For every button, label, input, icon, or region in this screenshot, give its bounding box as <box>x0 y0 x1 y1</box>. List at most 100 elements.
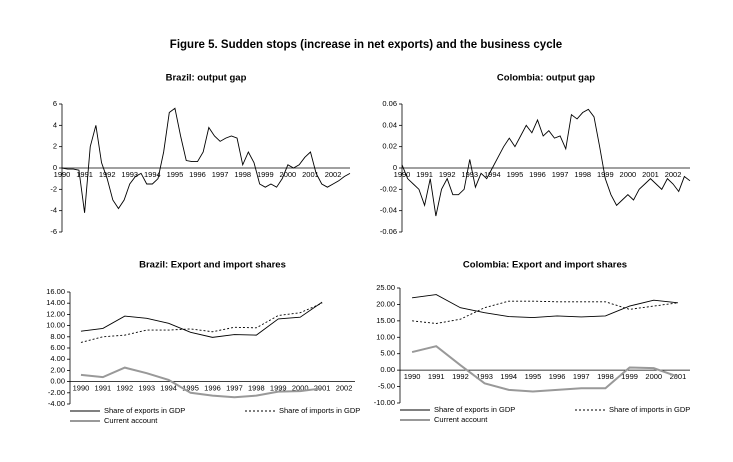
panel-title: Brazil: Export and import shares <box>139 260 286 271</box>
x-tick-label: 1996 <box>204 384 221 393</box>
y-tick-label: -0.04 <box>380 206 397 215</box>
y-tick-label: -2.00 <box>48 388 65 397</box>
x-tick-label: 1996 <box>549 372 566 381</box>
x-tick-label: 1997 <box>212 170 229 179</box>
x-tick-label: 2000 <box>292 384 309 393</box>
y-tick-label: 0.00 <box>380 365 395 374</box>
x-tick-label: 1991 <box>428 372 445 381</box>
x-tick-label: 1995 <box>507 170 524 179</box>
y-tick-label: 4.00 <box>50 354 65 363</box>
y-tick-label: 10.00 <box>46 321 65 330</box>
x-tick-label: 1996 <box>529 170 546 179</box>
legend-label: Share of exports in GDP <box>104 406 185 415</box>
y-tick-label: 0 <box>393 163 397 172</box>
y-tick-label: 0.02 <box>382 142 397 151</box>
x-tick-label: 1992 <box>439 170 456 179</box>
y-tick-label: -4 <box>50 206 57 215</box>
x-tick-label: 1993 <box>121 170 138 179</box>
legend-label: Current account <box>104 416 158 425</box>
x-tick-label: 1992 <box>99 170 116 179</box>
x-tick-label: 1997 <box>573 372 590 381</box>
x-tick-label: 2001 <box>302 170 319 179</box>
x-tick-label: 1994 <box>484 170 501 179</box>
y-tick-label: 6.00 <box>50 343 65 352</box>
y-tick-label: 25.00 <box>376 283 395 292</box>
x-tick-label: 1991 <box>95 384 112 393</box>
y-tick-label: -0.06 <box>380 227 397 236</box>
legend-label: Share of imports in GDP <box>279 406 360 415</box>
x-tick-label: 2001 <box>642 170 659 179</box>
y-tick-label: 0.04 <box>382 120 397 129</box>
x-tick-label: 1999 <box>621 372 638 381</box>
x-tick-label: 1991 <box>416 170 433 179</box>
x-tick-label: 2000 <box>280 170 297 179</box>
legend-label: Current account <box>434 415 488 424</box>
x-tick-label: 1990 <box>73 384 90 393</box>
x-tick-label: 1994 <box>144 170 161 179</box>
x-tick-label: 2002 <box>665 170 682 179</box>
series-line <box>80 301 323 338</box>
series-line <box>61 107 351 213</box>
y-tick-label: 15.00 <box>376 316 395 325</box>
y-tick-label: 0.00 <box>50 377 65 386</box>
x-tick-label: 1998 <box>574 170 591 179</box>
panel-title: Colombia: Export and import shares <box>463 260 627 271</box>
x-tick-label: 2000 <box>645 372 662 381</box>
x-tick-label: 1999 <box>270 384 287 393</box>
y-tick-label: 16.00 <box>46 287 65 296</box>
x-tick-label: 1990 <box>404 372 421 381</box>
y-tick-label: 2 <box>53 142 57 151</box>
x-tick-label: 1991 <box>76 170 93 179</box>
series-line <box>412 294 678 319</box>
x-tick-label: 1990 <box>394 170 411 179</box>
x-tick-label: 1992 <box>116 384 133 393</box>
x-tick-label: 2001 <box>314 384 331 393</box>
y-tick-label: -0.02 <box>380 184 397 193</box>
x-tick-label: 2002 <box>325 170 342 179</box>
x-tick-label: 1997 <box>226 384 243 393</box>
x-tick-label: 1997 <box>552 170 569 179</box>
y-tick-label: 0.06 <box>382 99 397 108</box>
x-tick-label: 1995 <box>182 384 199 393</box>
x-tick-label: 1998 <box>597 372 614 381</box>
x-tick-label: 1999 <box>257 170 274 179</box>
x-tick-label: 1993 <box>476 372 493 381</box>
panel-title: Colombia: output gap <box>497 73 595 84</box>
y-tick-label: 12.00 <box>46 309 65 318</box>
y-tick-label: 20.00 <box>376 299 395 308</box>
x-tick-label: 1990 <box>54 170 71 179</box>
y-tick-label: -5.00 <box>378 382 395 391</box>
series-line <box>80 366 323 399</box>
x-tick-label: 1994 <box>160 384 177 393</box>
legend-label: Share of imports in GDP <box>609 405 690 414</box>
x-tick-label: 1993 <box>138 384 155 393</box>
series-line <box>412 300 678 324</box>
y-tick-label: 10.00 <box>376 332 395 341</box>
legend-label: Share of exports in GDP <box>434 405 515 414</box>
y-tick-label: -10.00 <box>374 398 395 407</box>
y-tick-label: 8.00 <box>50 332 65 341</box>
x-tick-label: 2002 <box>336 384 353 393</box>
x-tick-label: 2000 <box>620 170 637 179</box>
x-tick-label: 1998 <box>234 170 251 179</box>
series-line <box>80 302 323 343</box>
y-tick-label: 2.00 <box>50 365 65 374</box>
y-tick-label: -4.00 <box>48 399 65 408</box>
x-tick-label: 1995 <box>167 170 184 179</box>
y-tick-label: -6 <box>50 227 57 236</box>
y-tick-label: 4 <box>53 120 57 129</box>
y-tick-label: 5.00 <box>380 349 395 358</box>
series-line <box>401 108 691 217</box>
panel-title: Brazil: output gap <box>166 73 247 84</box>
y-tick-label: 6 <box>53 99 57 108</box>
x-tick-label: 1999 <box>597 170 614 179</box>
x-tick-label: 1993 <box>461 170 478 179</box>
figure-title: Figure 5. Sudden stops (increase in net … <box>170 39 562 51</box>
x-tick-label: 1996 <box>189 170 206 179</box>
x-tick-label: 1995 <box>525 372 542 381</box>
x-tick-label: 1998 <box>248 384 265 393</box>
y-tick-label: -2 <box>50 184 57 193</box>
y-tick-label: 14.00 <box>46 298 65 307</box>
x-tick-label: 1994 <box>500 372 517 381</box>
